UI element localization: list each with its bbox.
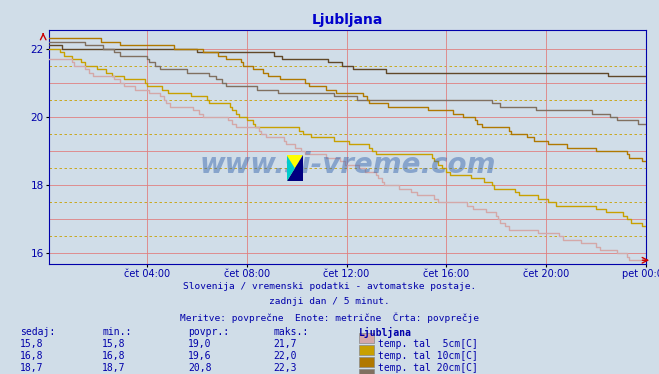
Text: 16,8: 16,8 [102, 351, 126, 361]
Text: Ljubljana: Ljubljana [359, 327, 412, 338]
Text: 16,8: 16,8 [20, 351, 43, 361]
Text: 15,8: 15,8 [102, 339, 126, 349]
Text: maks.:: maks.: [273, 327, 308, 337]
Text: Meritve: povprečne  Enote: metrične  Črta: povprečje: Meritve: povprečne Enote: metrične Črta:… [180, 312, 479, 323]
Polygon shape [287, 155, 303, 181]
Text: 22,0: 22,0 [273, 351, 297, 361]
Text: povpr.:: povpr.: [188, 327, 229, 337]
Text: temp. tal 10cm[C]: temp. tal 10cm[C] [378, 351, 478, 361]
Text: 19,6: 19,6 [188, 351, 212, 361]
Text: 19,0: 19,0 [188, 339, 212, 349]
Text: sedaj:: sedaj: [20, 327, 55, 337]
Text: 18,7: 18,7 [20, 363, 43, 373]
Text: 18,7: 18,7 [102, 363, 126, 373]
Text: www.si-vreme.com: www.si-vreme.com [200, 151, 496, 180]
Polygon shape [287, 155, 295, 181]
Text: 21,7: 21,7 [273, 339, 297, 349]
Text: temp. tal 20cm[C]: temp. tal 20cm[C] [378, 363, 478, 373]
Text: min.:: min.: [102, 327, 132, 337]
Text: 22,3: 22,3 [273, 363, 297, 373]
Polygon shape [287, 155, 303, 181]
Text: 15,8: 15,8 [20, 339, 43, 349]
Text: Slovenija / vremenski podatki - avtomatske postaje.: Slovenija / vremenski podatki - avtomats… [183, 282, 476, 291]
Text: zadnji dan / 5 minut.: zadnji dan / 5 minut. [269, 297, 390, 306]
Title: Ljubljana: Ljubljana [312, 13, 384, 27]
Text: temp. tal  5cm[C]: temp. tal 5cm[C] [378, 339, 478, 349]
Text: 20,8: 20,8 [188, 363, 212, 373]
